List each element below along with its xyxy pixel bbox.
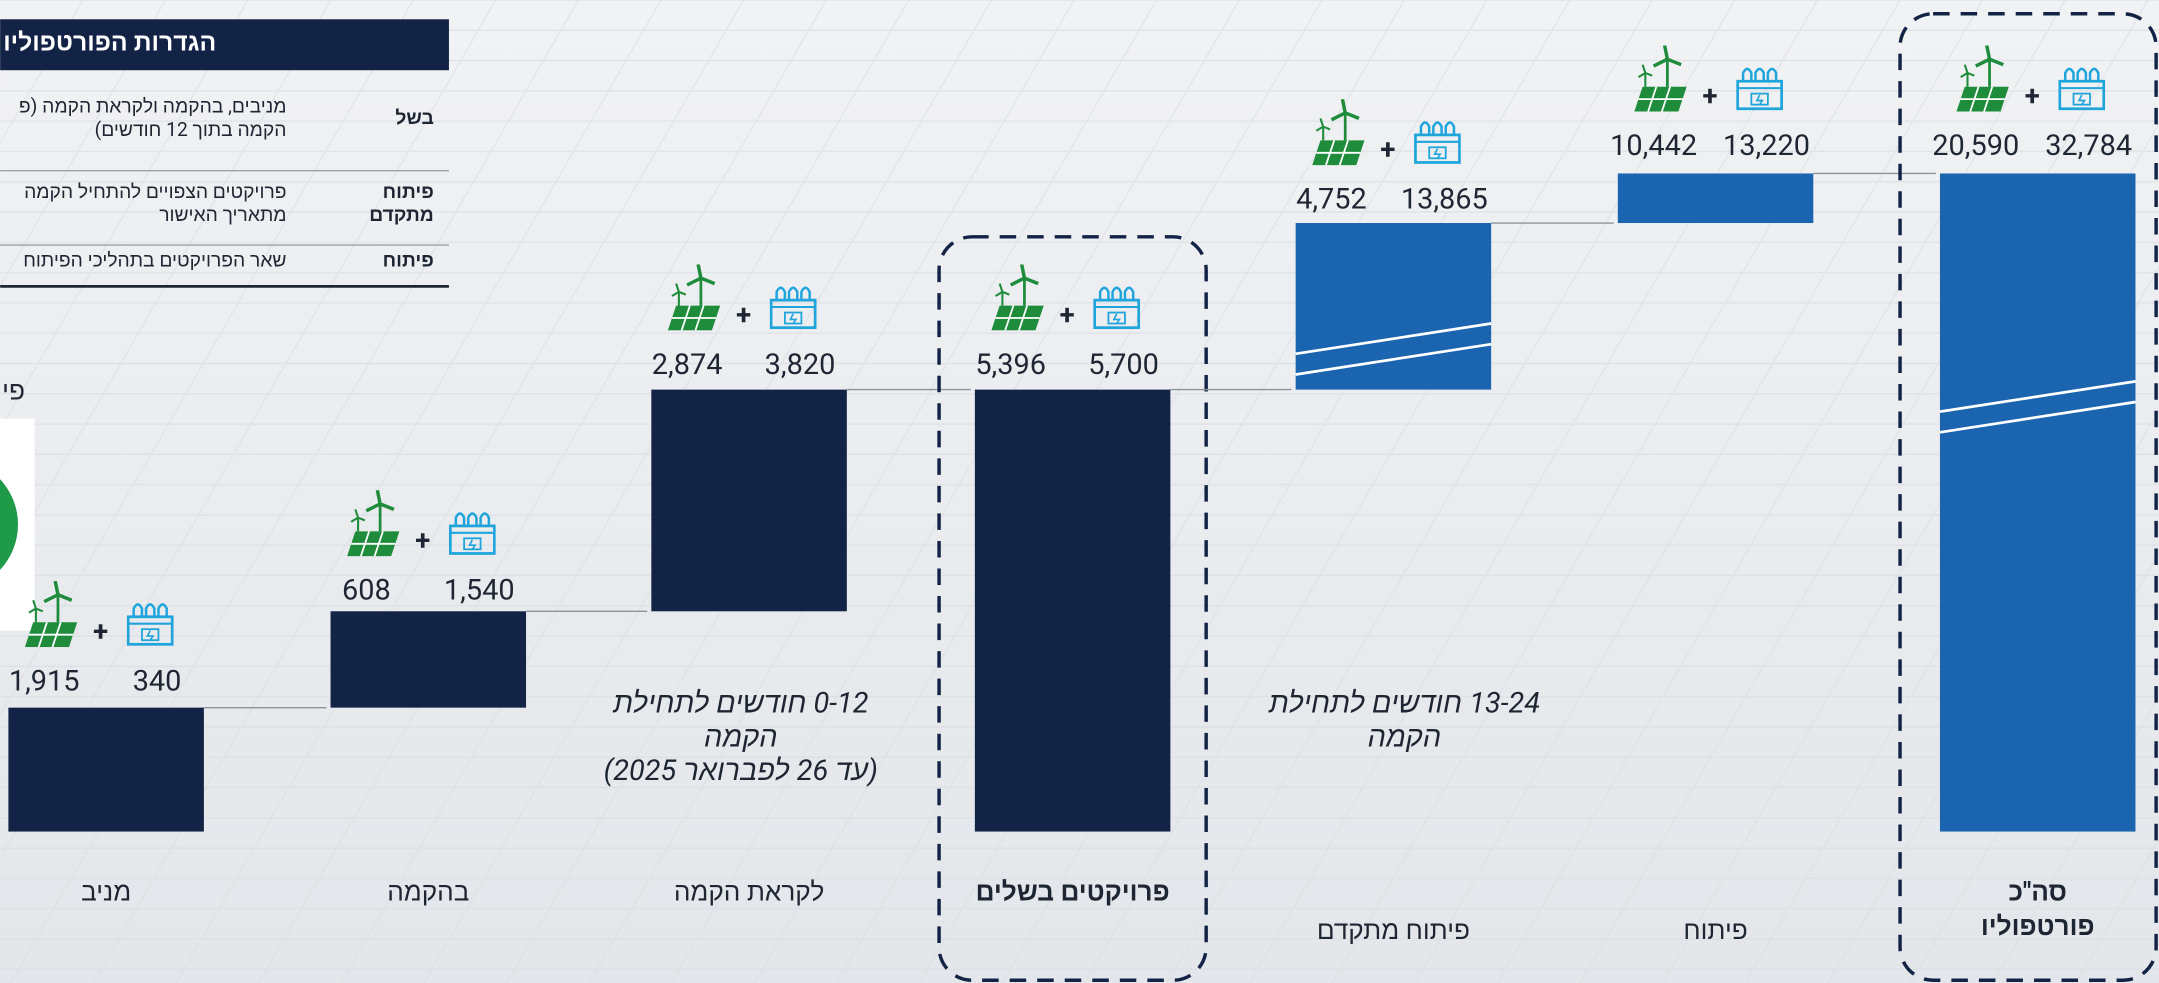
plus-sign: + xyxy=(1380,133,1395,166)
category-label: פורטפוליו xyxy=(1981,912,2095,942)
category-label: מניב xyxy=(81,877,131,907)
mwh-value: 5,700 xyxy=(1088,348,1159,382)
highlight-box xyxy=(1898,12,2158,982)
content: הגדרות הפורטפוליו בשל מניבים, בהקמה ולקראת… xyxy=(0,12,2158,982)
mw-value: 2,874 xyxy=(652,348,723,382)
timeline-note: (עד 26 לפברואר 2025) xyxy=(604,754,878,788)
table-term: בשל xyxy=(395,106,433,129)
timeline-note: הקמה xyxy=(704,720,778,754)
plus-sign: + xyxy=(415,524,430,557)
category-label: פיתוח מתקדם xyxy=(1317,916,1470,946)
table-header xyxy=(0,19,449,71)
side-circle xyxy=(0,479,19,570)
table-text: שאר הפרויקטים בתהליכי הפיתוח xyxy=(23,249,286,272)
mw-value: 4,752 xyxy=(1296,183,1367,217)
bar xyxy=(1295,223,1492,390)
bar xyxy=(974,389,1171,832)
category-label: בהקמה xyxy=(387,877,469,907)
mwh-value: 13,865 xyxy=(1401,183,1488,217)
table-text: הקמה בתוך 12 חודשים) xyxy=(95,118,287,141)
bar xyxy=(651,389,847,612)
table-text: מתאריך האישור xyxy=(159,203,286,226)
bar xyxy=(330,611,527,708)
timeline-note: 0-12 חודשים לתחילת xyxy=(612,687,868,721)
mw-value: 20,590 xyxy=(1932,129,2019,163)
bar xyxy=(8,707,204,832)
table-term: פיתוח xyxy=(383,249,434,272)
bar-break xyxy=(1295,342,1492,376)
table-term: פיתוח xyxy=(383,180,434,203)
table-text: מניבים, בהקמה ולקראת הקמה (פ xyxy=(19,94,287,117)
side-label: פי xyxy=(2,376,25,406)
mwh-value: 3,820 xyxy=(765,348,836,382)
plus-sign: + xyxy=(1060,298,1075,331)
mwh-value: 13,220 xyxy=(1723,129,1810,163)
table-term: מתקדם xyxy=(369,203,434,226)
highlight-box xyxy=(937,235,1208,982)
plus-sign: + xyxy=(736,298,751,331)
bar xyxy=(1617,173,1814,224)
category-label: פיתוח xyxy=(1683,916,1747,946)
category-label: סה"כ xyxy=(2008,877,2066,907)
table-title: הגדרות הפורטפוליו xyxy=(3,29,216,58)
plus-sign: + xyxy=(1703,79,1718,112)
mwh-value: 340 xyxy=(133,665,182,699)
plus-sign: + xyxy=(2025,79,2040,112)
mw-value: 608 xyxy=(342,574,391,608)
mw-value: 1,915 xyxy=(9,665,80,699)
mwh-value: 1,540 xyxy=(444,574,515,608)
mwh-value: 32,784 xyxy=(2045,129,2132,163)
bar xyxy=(1939,173,2136,832)
mw-value: 5,396 xyxy=(975,348,1046,382)
timeline-note: הקמה xyxy=(1368,720,1442,754)
category-label: פרויקטים בשלים xyxy=(976,877,1170,907)
category-label: לקראת הקמה xyxy=(674,877,824,907)
timeline-note: 13-24 חודשים לתחילת xyxy=(1268,687,1540,721)
bar-break xyxy=(1939,400,2136,434)
table-text: פרויקטים הצפויים להתחיל הקמה xyxy=(24,180,286,203)
bar-break xyxy=(1939,379,2136,414)
mw-value: 10,442 xyxy=(1610,129,1697,163)
plus-sign: + xyxy=(93,615,108,648)
bar-break xyxy=(1295,322,1492,356)
